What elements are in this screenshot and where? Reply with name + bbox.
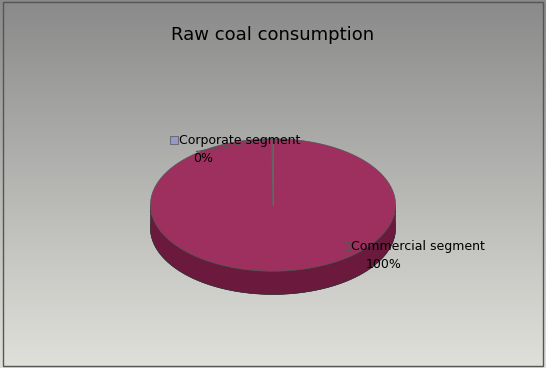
Text: Raw coal consumption: Raw coal consumption bbox=[171, 26, 375, 44]
Polygon shape bbox=[151, 205, 395, 294]
Bar bbox=[170, 137, 177, 144]
Polygon shape bbox=[151, 139, 395, 271]
Polygon shape bbox=[151, 162, 395, 294]
Polygon shape bbox=[272, 139, 273, 205]
Text: 100%: 100% bbox=[366, 258, 402, 271]
Bar bbox=[342, 243, 350, 250]
Text: Corporate segment: Corporate segment bbox=[179, 134, 300, 147]
Text: 0%: 0% bbox=[193, 152, 213, 165]
Text: Commercial segment: Commercial segment bbox=[351, 240, 485, 253]
